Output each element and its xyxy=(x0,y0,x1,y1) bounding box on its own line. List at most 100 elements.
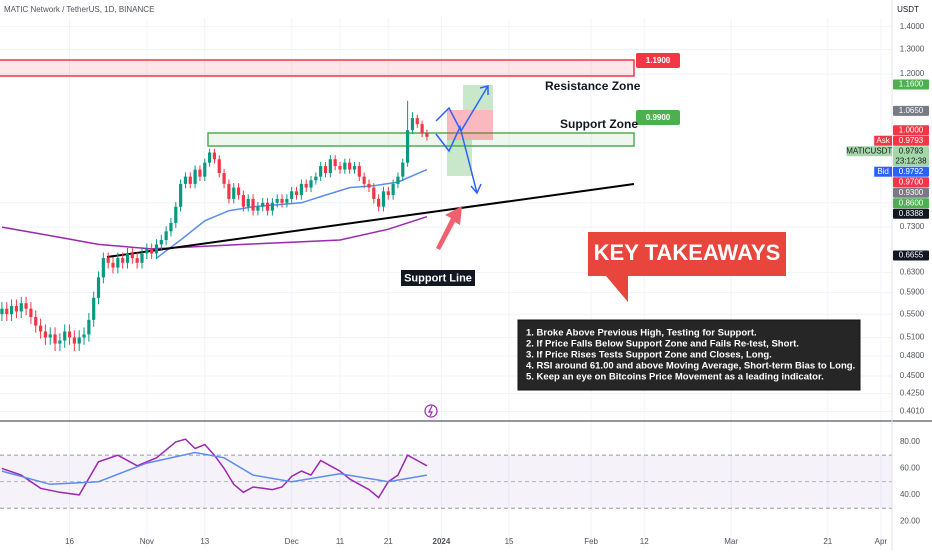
price-badge-label: 1.0650 xyxy=(899,106,924,115)
y-tick-label: 0.6300 xyxy=(900,268,925,277)
candle-body xyxy=(348,162,352,170)
long-path xyxy=(435,85,489,133)
candle-body xyxy=(87,319,91,335)
rsi-tick-label: 20.00 xyxy=(900,517,921,526)
candle-body xyxy=(256,206,260,211)
price-badge-label: 0.8600 xyxy=(899,198,924,207)
price-badge-tag xyxy=(874,166,892,177)
x-tick-label: 16 xyxy=(65,537,74,546)
price-badge-sub: 23:12:38 xyxy=(895,156,927,165)
x-tick-label: 11 xyxy=(336,537,345,546)
x-tick-label: 21 xyxy=(823,537,832,546)
candle-body xyxy=(24,303,28,309)
candle-body xyxy=(111,262,115,268)
price-badge-tag-label: Bid xyxy=(877,167,889,176)
takeaway-item: 5. Keep an eye on Bitcoins Price Movemen… xyxy=(526,372,824,383)
candle-body xyxy=(150,248,154,254)
candle-body xyxy=(352,166,357,170)
candle-body xyxy=(232,187,236,199)
candle-body xyxy=(193,169,197,184)
candle-body xyxy=(53,334,57,344)
takeaway-item: 3. If Price Rises Tests Support Zone and… xyxy=(526,350,772,361)
candle-body xyxy=(265,202,270,211)
candle-body xyxy=(92,297,96,320)
price-badge-label: 0.9793 xyxy=(899,146,924,155)
support-zone-label: Support Zone xyxy=(560,117,638,131)
y-tick-label: 1.2000 xyxy=(900,69,925,78)
candle-body xyxy=(241,195,246,207)
candle-body xyxy=(0,308,4,315)
y-tick-label: 0.7300 xyxy=(900,222,925,231)
price-badge-tag-label: MATICUSDT xyxy=(846,146,892,155)
price-badge xyxy=(893,146,929,167)
y-tick-label: 0.5900 xyxy=(900,288,925,297)
candle-body xyxy=(169,222,173,232)
candle-body xyxy=(381,191,386,207)
axes: 1.40001.30001.20000.79000.73000.63000.59… xyxy=(65,22,929,546)
candle-body xyxy=(304,183,308,188)
candle-body xyxy=(420,124,424,134)
price-badge xyxy=(893,187,929,198)
candle-body xyxy=(198,169,202,177)
candle-body xyxy=(29,308,33,318)
candle-body xyxy=(14,305,19,312)
moving-averages xyxy=(1,168,428,499)
price-badge xyxy=(893,177,929,188)
candle-body xyxy=(154,244,159,254)
x-tick-label: Mar xyxy=(724,537,738,546)
candle-body xyxy=(5,308,9,315)
price-badge-label: 0.8388 xyxy=(899,209,924,218)
event-bolt xyxy=(428,405,433,417)
support-badge xyxy=(636,110,680,125)
long-arrowhead xyxy=(479,85,489,95)
price-badge xyxy=(893,166,929,177)
candle-body xyxy=(82,334,86,338)
candle-body xyxy=(217,159,221,174)
chart-title: MATIC Network / TetherUS, 1D, BINANCE xyxy=(4,5,154,14)
price-badge xyxy=(893,135,929,146)
candle-body xyxy=(261,202,265,207)
candle-body xyxy=(174,206,178,223)
candle-body xyxy=(280,198,284,203)
candle-body xyxy=(251,198,255,211)
x-tick-label: 15 xyxy=(505,537,514,546)
currency: USDT xyxy=(897,5,919,14)
candle-body xyxy=(406,130,410,163)
candle-body xyxy=(130,253,134,259)
candles xyxy=(0,100,429,352)
candle-body xyxy=(299,183,303,196)
line xyxy=(1,451,428,486)
candle-body xyxy=(343,162,347,170)
candle-body xyxy=(357,166,361,177)
x-tick-label: Dec xyxy=(285,537,299,546)
candle-body xyxy=(164,231,168,240)
candle-body xyxy=(77,337,81,344)
price-badge xyxy=(893,125,929,136)
line xyxy=(156,168,428,259)
candle-body xyxy=(377,198,381,207)
takeaways-list: 1. Broke Above Previous High, Testing fo… xyxy=(526,328,855,383)
x-tick-label: 12 xyxy=(640,537,649,546)
candle-body xyxy=(19,303,23,312)
candle-body xyxy=(285,198,289,203)
resistance-zone-box xyxy=(0,59,635,77)
price-badge-label: 0.9793 xyxy=(899,136,924,145)
candle-body xyxy=(333,159,337,167)
candle-body xyxy=(396,176,400,184)
support-zone-box xyxy=(207,132,635,147)
candle-body xyxy=(183,176,188,184)
x-tick-label: 21 xyxy=(384,537,393,546)
price-badge xyxy=(893,250,929,261)
support-price: 0.9900 xyxy=(646,113,671,122)
candle-body xyxy=(67,331,72,338)
candle-body xyxy=(179,183,183,207)
resistance-badge xyxy=(636,53,680,68)
rsi-tick-label: 40.00 xyxy=(900,490,921,499)
candle-body xyxy=(236,187,241,196)
takeaways-banner xyxy=(588,232,786,302)
candle-body xyxy=(48,334,52,338)
price-badge-label: 1.1600 xyxy=(899,80,924,89)
risk-box xyxy=(447,110,493,140)
candle-body xyxy=(34,317,38,326)
